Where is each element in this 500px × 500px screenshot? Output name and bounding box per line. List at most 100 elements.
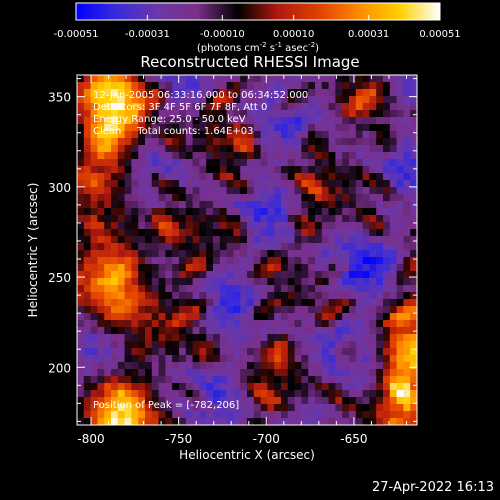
heatmap-cell	[145, 369, 153, 377]
heatmap-cell	[145, 173, 153, 181]
heatmap-cell	[131, 369, 139, 377]
heatmap-cell	[267, 180, 275, 188]
heatmap-cell	[83, 362, 91, 370]
heatmap-cell	[219, 89, 227, 97]
heatmap-cell	[206, 264, 214, 272]
heatmap-cell	[396, 131, 404, 139]
heatmap-cell	[308, 418, 316, 426]
heatmap-cell	[219, 404, 227, 412]
heatmap-cell	[158, 166, 166, 174]
heatmap-cell	[206, 187, 214, 195]
heatmap-cell	[206, 376, 214, 384]
heatmap-cell	[124, 376, 132, 384]
heatmap-cell	[199, 152, 207, 160]
heatmap-cell	[165, 313, 173, 321]
heatmap-cell	[335, 201, 343, 209]
heatmap-cell	[192, 376, 200, 384]
heatmap-cell	[335, 89, 343, 97]
heatmap-cell	[192, 103, 200, 111]
heatmap-cell	[233, 152, 241, 160]
heatmap-cell	[97, 187, 105, 195]
heatmap-cell	[179, 201, 187, 209]
heatmap-cell	[172, 404, 180, 412]
heatmap-cell	[355, 271, 363, 279]
heatmap-cell	[315, 341, 323, 349]
heatmap-cell	[247, 383, 255, 391]
heatmap-cell	[192, 348, 200, 356]
heatmap-cell	[206, 397, 214, 405]
heatmap-cell	[90, 243, 98, 251]
heatmap-cell	[77, 166, 85, 174]
heatmap-cell	[83, 89, 91, 97]
heatmap-cell	[287, 376, 295, 384]
heatmap-cell	[117, 376, 125, 384]
heatmap-cell	[396, 229, 404, 237]
heatmap-cell	[158, 187, 166, 195]
heatmap-cell	[219, 75, 227, 83]
heatmap-cell	[274, 411, 282, 419]
heatmap-cell	[226, 327, 234, 335]
heatmap-cell	[335, 131, 343, 139]
heatmap-cell	[383, 138, 391, 146]
heatmap-cell	[355, 201, 363, 209]
heatmap-cell	[281, 180, 289, 188]
heatmap-cell	[253, 131, 261, 139]
heatmap-cell	[138, 145, 146, 153]
heatmap-cell	[104, 376, 112, 384]
heatmap-cell	[267, 243, 275, 251]
heatmap-cell	[281, 166, 289, 174]
heatmap-cell	[362, 131, 370, 139]
heatmap-cell	[158, 257, 166, 265]
heatmap-cell	[335, 166, 343, 174]
heatmap-cell	[219, 173, 227, 181]
heatmap-cell	[192, 243, 200, 251]
heatmap-cell	[219, 390, 227, 398]
heatmap-cell	[131, 404, 139, 412]
heatmap-cell	[117, 110, 125, 118]
heatmap-cell	[213, 117, 221, 125]
heatmap-cell	[226, 292, 234, 300]
heatmap-cell	[247, 327, 255, 335]
heatmap-cell	[111, 236, 119, 244]
heatmap-cell	[131, 89, 139, 97]
heatmap-cell	[172, 103, 180, 111]
heatmap-cell	[294, 271, 302, 279]
heatmap-cell	[104, 411, 112, 419]
heatmap-cell	[335, 376, 343, 384]
heatmap-cell	[240, 117, 248, 125]
heatmap-cell	[267, 201, 275, 209]
heatmap-cell	[206, 390, 214, 398]
heatmap-cell	[355, 75, 363, 83]
heatmap-cell	[240, 341, 248, 349]
heatmap-cell	[308, 229, 316, 237]
heatmap-cell	[158, 299, 166, 307]
heatmap-cell	[335, 75, 343, 83]
heatmap-cell	[389, 159, 397, 167]
heatmap-cell	[287, 194, 295, 202]
heatmap-cell	[410, 292, 418, 300]
heatmap-cell	[328, 180, 336, 188]
heatmap-cell	[396, 152, 404, 160]
heatmap-cell	[111, 285, 119, 293]
heatmap-cell	[376, 124, 384, 132]
heatmap-cell	[90, 257, 98, 265]
heatmap-cell	[104, 404, 112, 412]
heatmap-cell	[335, 110, 343, 118]
heatmap-cell	[260, 222, 268, 230]
heatmap-cell	[369, 397, 377, 405]
heatmap-cell	[328, 362, 336, 370]
heatmap-cell	[267, 124, 275, 132]
heatmap-cell	[294, 180, 302, 188]
heatmap-cell	[158, 222, 166, 230]
heatmap-cell	[97, 271, 105, 279]
heatmap-cell	[185, 201, 193, 209]
heatmap-cell	[219, 180, 227, 188]
heatmap-cell	[247, 89, 255, 97]
heatmap-cell	[321, 166, 329, 174]
heatmap-cell	[111, 166, 119, 174]
heatmap-cell	[376, 159, 384, 167]
heatmap-cell	[294, 208, 302, 216]
annotation-energy: Energy Range: 25.0 - 50.0 keV	[93, 114, 246, 125]
heatmap-cell	[226, 152, 234, 160]
heatmap-cell	[90, 313, 98, 321]
